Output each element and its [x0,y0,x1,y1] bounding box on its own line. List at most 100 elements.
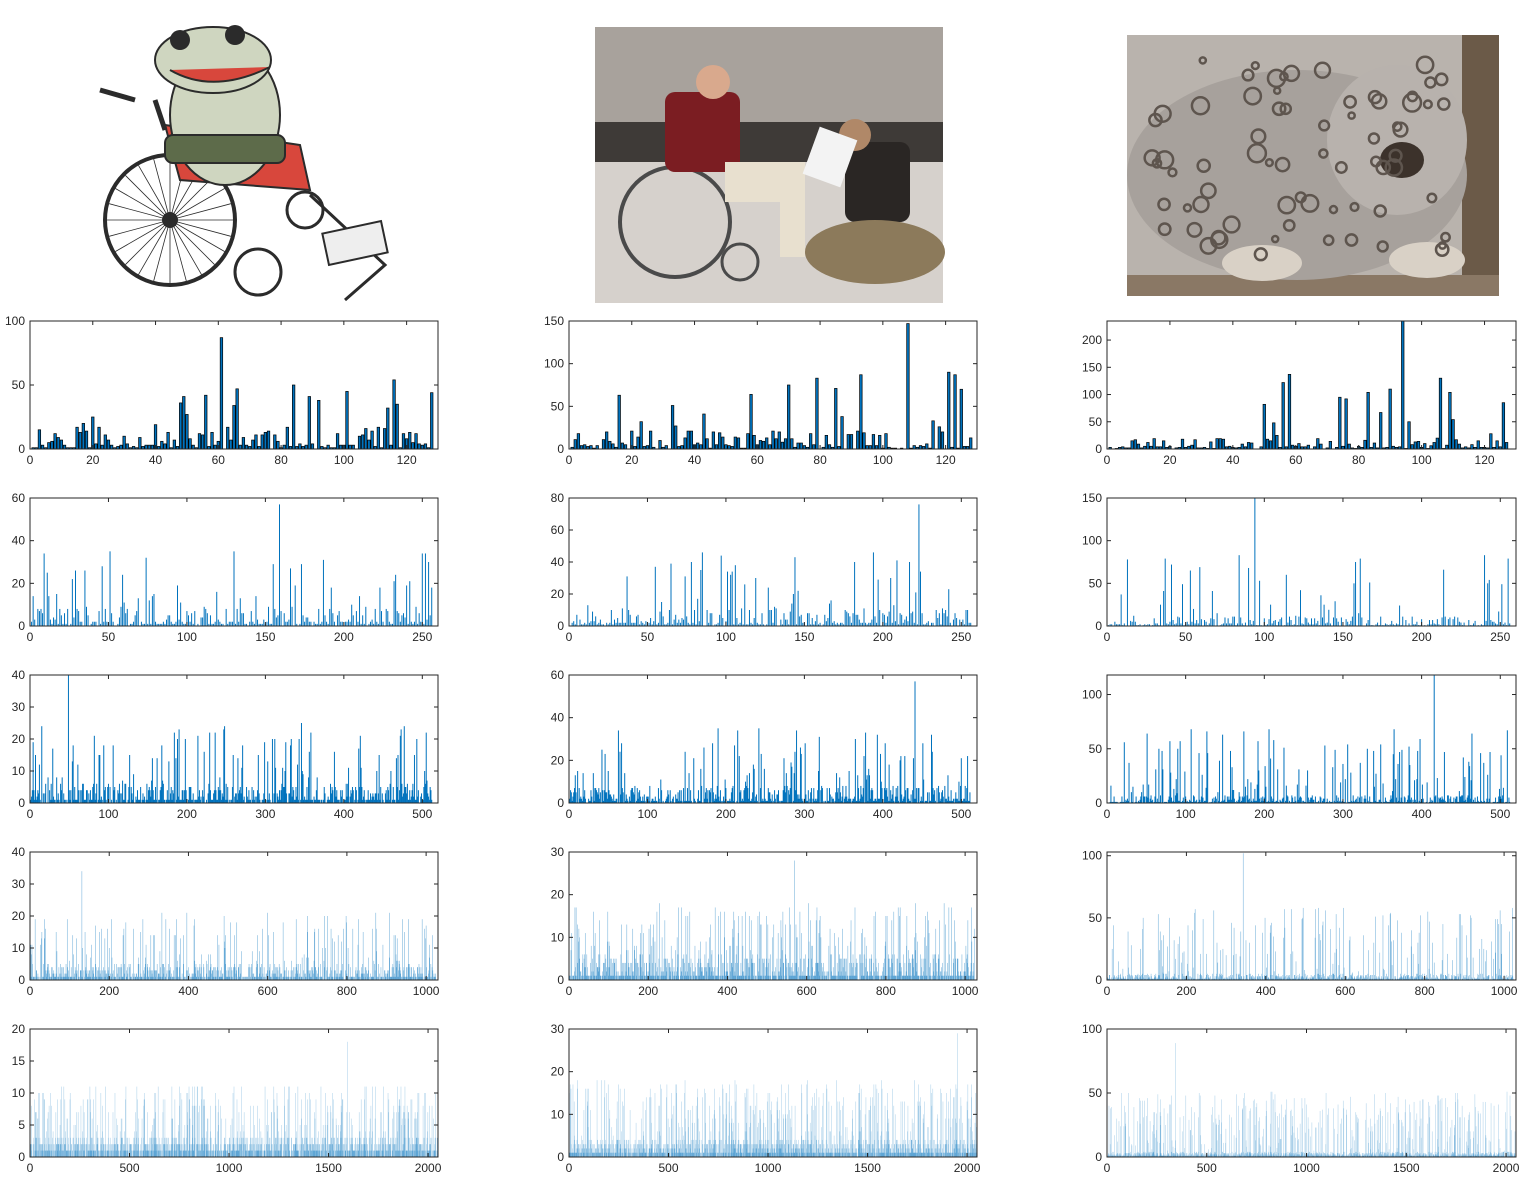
x-tick-label: 1000 [413,984,440,998]
x-tick-label: 100 [637,807,657,821]
y-tick-label: 10 [551,930,565,944]
histogram-bar [1240,443,1244,450]
histogram-bar [1451,419,1455,450]
x-tick-label: 200 [334,630,354,644]
y-tick-label: 60 [551,523,565,537]
axes-box [1106,497,1517,627]
x-tick-label: 250 [412,630,432,644]
histogram-bar [758,440,763,450]
histogram-bar [339,444,343,450]
histogram-bar [874,445,879,450]
histogram-bar [827,444,832,450]
histogram-bar [579,445,584,450]
x-tick-label: 100 [1412,453,1432,467]
histogram-bar [768,444,772,450]
x-tick-label: 800 [337,984,357,998]
histogram-bar [1366,392,1370,450]
histogram-bars [1108,498,1511,626]
histogram-bar [276,440,280,450]
histogram-bar [326,444,330,450]
x-tick-label: 400 [717,984,737,998]
histogram-bar [868,445,872,450]
histogram-bar [1152,438,1156,450]
y-tick-label: 60 [551,668,565,682]
axes-box [568,320,978,450]
histogram-r3-c1: 0 100 200 300 400 500 0 10 20 30 40 [12,668,439,821]
histogram-bar [254,434,258,450]
histogram-bar [1435,437,1439,450]
histogram-bar [834,388,838,450]
y-tick-label: 0 [18,442,25,456]
histogram-bar [78,432,82,450]
histogram-bar [721,436,725,450]
x-tick-label: 500 [1490,807,1510,821]
histogram-bar [103,434,107,450]
y-tick-label: 80 [551,491,565,505]
x-tick-label: 0 [566,807,573,821]
y-tick-label: 60 [12,491,26,505]
x-tick-label: 0 [566,630,573,644]
histogram-bar [1347,443,1351,450]
histogram-bar [232,405,236,450]
x-tick-label: 500 [951,807,971,821]
histogram-bar [947,371,951,450]
histogram-bar [711,431,715,450]
y-tick-label: 100 [544,357,564,371]
histogram-bar [1265,438,1270,450]
x-tick-label: 200 [873,630,893,644]
histogram-bar [304,444,308,450]
histogram-r1-c2: 0 20 40 60 80 100 120 0 50 100 150 [544,314,978,467]
y-tick-label: 0 [557,796,564,810]
x-tick-label: 250 [1490,630,1510,644]
axes-box [1106,320,1517,450]
histogram-bar [1246,442,1251,450]
histogram-bar [605,431,609,450]
histogram-bar [310,443,315,450]
histogram-bar [724,444,728,450]
histogram-bar [790,438,794,450]
x-tick-label: 400 [1412,807,1432,821]
source-images [95,15,1499,305]
histogram-bar [589,445,593,450]
histogram-bar [298,443,302,450]
histogram-bar [573,439,577,450]
x-tick-label: 50 [102,630,116,644]
histogram-bar [1363,439,1367,450]
histogram-bar [846,434,850,450]
x-tick-label: 200 [1412,630,1432,644]
histogram-bar [765,437,769,450]
y-tick-label: 30 [12,877,26,891]
histogram-bar [689,430,694,450]
histogram-bar [147,444,151,450]
x-tick-label: 100 [177,630,197,644]
histogram-bar [686,430,690,450]
histogram-bar [241,437,246,450]
histogram-bar [1416,441,1421,450]
y-tick-label: 100 [1082,534,1102,548]
histogram-bar [125,443,129,450]
histogram-bar [408,432,412,450]
histogram-bar [185,414,189,450]
y-tick-label: 0 [18,796,25,810]
y-tick-label: 30 [551,845,565,859]
histogram-bar [188,438,192,450]
histogram-bar [865,445,869,450]
histogram-bar [812,444,816,450]
x-tick-label: 40 [1226,453,1240,467]
histogram-r2-c2: 0 50 100 150 200 250 0 20 40 60 80 [551,491,978,644]
y-tick-label: 100 [1082,688,1102,702]
histogram-bar [307,396,311,450]
histogram-bar [1445,444,1449,450]
histogram-bar [1457,443,1461,450]
histogram-bar [1262,403,1266,450]
histogram-bar [100,444,104,450]
histogram-bar [335,433,340,450]
y-tick-label: 20 [551,888,565,902]
histogram-bar [1388,388,1392,450]
histogram-bar [59,439,63,450]
histogram-bar [414,433,418,450]
histogram-bar [1454,439,1458,450]
histogram-bar [389,444,393,450]
y-tick-label: 0 [1095,796,1102,810]
y-tick-label: 0 [1095,442,1102,456]
